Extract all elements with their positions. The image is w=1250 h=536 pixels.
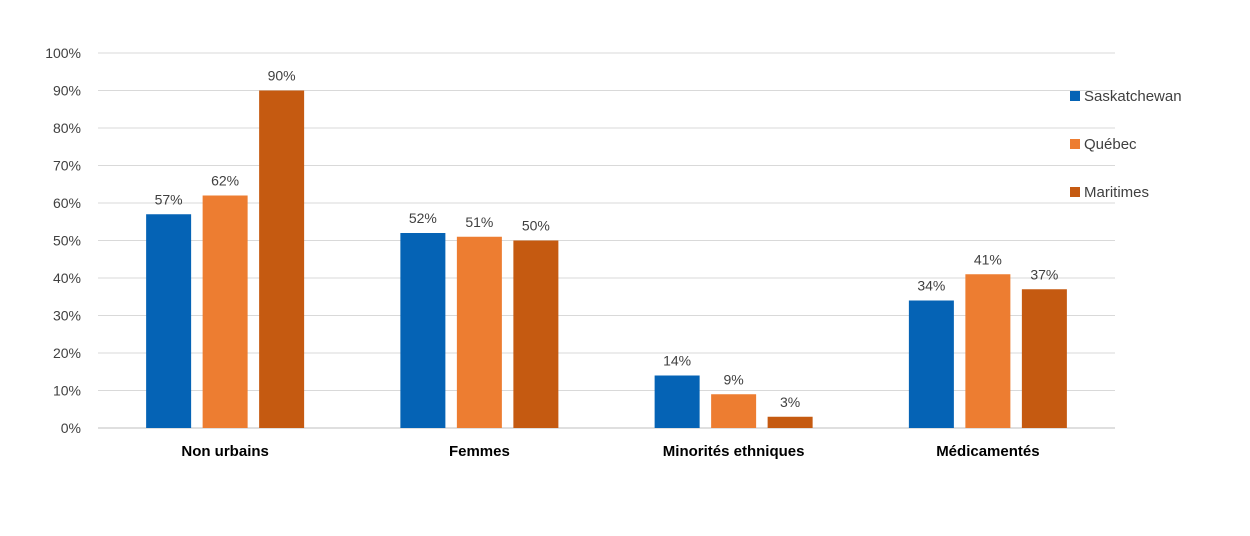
gridlines (98, 52, 1115, 429)
data-label-quebec-non-urbains: 62% (211, 173, 239, 189)
data-label-saskatchewan-femmes: 52% (409, 210, 437, 226)
y-tick-label: 30% (53, 308, 81, 324)
y-tick-label: 10% (53, 383, 81, 399)
data-label-quebec-minorites-ethniques: 9% (724, 371, 744, 387)
y-tick-label: 80% (53, 120, 81, 136)
bar-saskatchewan-medicamentes (908, 300, 954, 428)
legend-label-quebec: Québec (1084, 136, 1137, 153)
data-label-maritimes-minorites-ethniques: 3% (780, 394, 800, 410)
y-tick-label: 40% (53, 270, 81, 286)
bar-quebec-femmes (456, 236, 502, 428)
data-labels: 57% 62% 90% 52% 51% 50% 14% 9% 3% 34% 41% 37% (155, 68, 1059, 410)
bar-quebec-medicamentes (965, 274, 1011, 428)
y-tick-label: 0% (61, 420, 81, 436)
y-tick-label: 100% (45, 45, 81, 61)
bar-saskatchewan-non-urbains (146, 214, 192, 428)
category-labels: Non urbains Femmes Minorités ethniques Médi… (181, 443, 1039, 460)
category-label-medicamentes: Médicamentés (936, 443, 1039, 460)
bar-saskatchewan-femmes (400, 233, 446, 428)
data-label-maritimes-non-urbains: 90% (268, 68, 296, 84)
legend-label-maritimes: Maritimes (1084, 184, 1149, 201)
bar-maritimes-medicamentes (1021, 289, 1067, 428)
bar-maritimes-femmes (513, 240, 559, 428)
legend: Saskatchewan Québec Maritimes (1070, 88, 1182, 201)
bar-quebec-minorites-ethniques (711, 394, 757, 428)
data-label-saskatchewan-non-urbains: 57% (155, 191, 183, 207)
category-label-femmes: Femmes (449, 443, 510, 460)
data-label-quebec-femmes: 51% (465, 214, 493, 230)
legend-swatch-saskatchewan (1070, 91, 1080, 101)
legend-swatch-quebec (1070, 139, 1080, 149)
legend-label-saskatchewan: Saskatchewan (1084, 88, 1182, 105)
category-label-minorites-ethniques: Minorités ethniques (663, 443, 805, 460)
y-tick-label: 50% (53, 233, 81, 249)
bar-saskatchewan-minorites-ethniques (654, 375, 700, 428)
y-tick-label: 60% (53, 195, 81, 211)
bars (146, 90, 1067, 428)
y-tick-label: 70% (53, 158, 81, 174)
legend-swatch-maritimes (1070, 187, 1080, 197)
bar-quebec-non-urbains (202, 195, 248, 428)
data-label-quebec-medicamentes: 41% (974, 251, 1002, 267)
y-tick-label: 90% (53, 83, 81, 99)
category-label-non-urbains: Non urbains (181, 443, 269, 460)
data-label-maritimes-femmes: 50% (522, 218, 550, 234)
bar-maritimes-non-urbains (259, 90, 305, 428)
y-tick-label: 20% (53, 345, 81, 361)
data-label-saskatchewan-minorites-ethniques: 14% (663, 353, 691, 369)
data-label-maritimes-medicamentes: 37% (1030, 266, 1058, 282)
y-axis-tick-labels: 0% 10% 20% 30% 40% 50% 60% 70% 80% 90% 100% (45, 45, 81, 436)
bar-maritimes-minorites-ethniques (767, 416, 813, 428)
data-label-saskatchewan-medicamentes: 34% (917, 278, 945, 294)
